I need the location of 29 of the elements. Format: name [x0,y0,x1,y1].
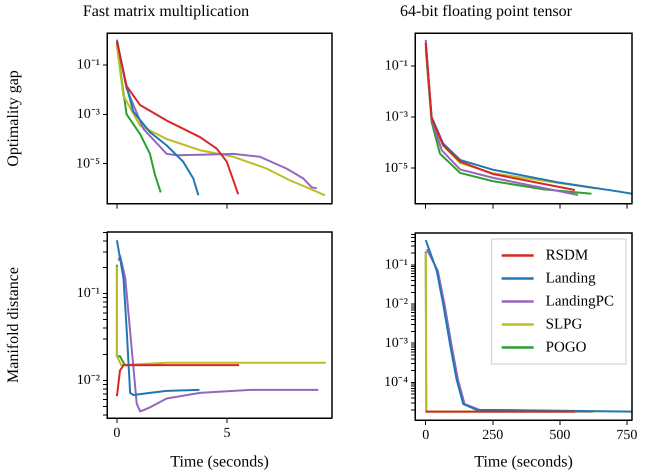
y-tick-label: 10⁻³ [384,110,408,125]
x-tick-label: 750 [616,428,638,444]
y-tick-label: 10⁻³ [76,107,100,122]
y-tick-label: 10⁻⁵ [384,160,408,176]
legend-label: LandingPC [546,293,614,310]
y-tick-label: 10⁻¹ [76,58,100,73]
legend-label: RSDM [546,247,588,264]
x-tick-label: 250 [482,428,504,444]
y-tick-label: 10⁻⁴ [384,375,408,390]
y-tick-label: 10⁻² [384,296,408,312]
x-tick-label: 5 [223,426,230,442]
y-tick-label: 10⁻⁵ [76,156,100,172]
x-tick-label: 0 [113,426,120,442]
y-tick-label: 10⁻³ [384,336,408,351]
legend-label: Landing [546,270,596,286]
x-tick-label: 0 [422,428,430,444]
chart-title: 64-bit floating point tensor [400,2,573,20]
legend-label: POGO [546,339,587,356]
y-tick-label: 10⁻¹ [76,286,100,302]
x-axis-title: Time (seconds) [474,454,573,471]
y-tick-label: 10⁻² [76,373,100,388]
x-axis-title: Time (seconds) [170,454,269,471]
x-tick-label: 500 [549,428,570,444]
legend-label: SLPG [546,316,583,332]
chart-title: Fast matrix multiplication [82,2,250,20]
y-tick-label: 10⁻¹ [384,58,408,74]
y-axis-title: Manifold distance [4,267,22,383]
y-tick-label: 10⁻¹ [384,258,408,273]
y-axis-title: Optimality gap [4,70,22,167]
